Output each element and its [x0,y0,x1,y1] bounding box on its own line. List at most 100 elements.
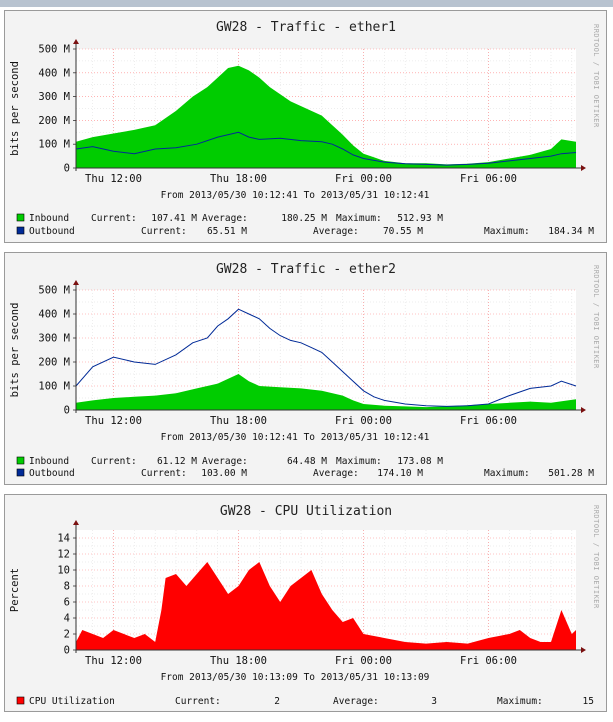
y-tick-label: 2 [64,629,70,641]
y-axis-arrow [73,39,79,44]
legend-average-value: 3 [431,696,437,707]
y-axis-arrow [73,280,79,285]
y-tick-label: 400 M [38,67,70,79]
legend-maximum-label: Maximum: [484,226,530,237]
y-tick-label: 0 [64,645,70,657]
legend-average-value: 64.48 M [287,456,327,467]
y-tick-label: 0 [64,405,70,417]
series-area-inbound [76,374,576,410]
legend-average-value: 174.10 M [377,468,423,479]
y-axis-label: bits per second [9,61,21,156]
legend-current-value: 65.51 M [207,226,247,237]
x-tick-label: Fri 00:00 [335,655,392,667]
legend-series-name: Inbound [29,213,69,224]
x-tick-label: Thu 12:00 [85,655,142,667]
legend-current-label: Current: [175,696,221,707]
y-axis-label: Percent [9,568,21,612]
legend-maximum-label: Maximum: [484,468,530,479]
chart-ether2-svg: GW28 - Traffic - ether2 RRDTOOL / TOBI OE… [9,262,600,479]
legend-maximum-value: 501.28 M [548,468,594,479]
y-axis-label: bits per second [9,303,21,398]
legend-average-label: Average: [313,468,359,479]
series-line-outbound [75,308,577,407]
time-range-text: From 2013/05/30 10:13:09 To 2013/05/31 1… [161,672,430,683]
legend-current-label: Current: [141,226,187,237]
legend-average-label: Average: [333,696,379,707]
legend-maximum-label: Maximum: [336,456,382,467]
y-tick-label: 400 M [38,309,70,321]
legend-current-label: Current: [91,213,137,224]
legend-maximum-label: Maximum: [336,213,382,224]
y-tick-label: 500 M [38,44,70,56]
rrdtool-credit: RRDTOOL / TOBI OETIKER [592,24,600,128]
y-tick-label: 200 M [38,115,70,127]
chart-title: GW28 - Traffic - ether2 [216,262,396,277]
x-axis-arrow [581,647,586,653]
graph-ether1: GW28 - Traffic - ether1 RRDTOOL / TOBI OE… [4,10,607,243]
y-tick-label: 100 M [38,381,70,393]
series-line-outbound [75,131,577,166]
legend-current-value: 107.41 M [151,213,197,224]
x-tick-label: Fri 06:00 [460,655,517,667]
legend-average-value: 70.55 M [383,226,423,237]
graph-ether2: GW28 - Traffic - ether2 RRDTOOL / TOBI OE… [4,252,607,485]
x-tick-label: Thu 18:00 [210,173,267,185]
x-tick-label: Fri 06:00 [460,173,517,185]
legend-average-label: Average: [313,226,359,237]
legend-series-name: Outbound [29,468,75,479]
y-tick-label: 300 M [38,91,70,103]
legend-current-value: 2 [274,696,280,707]
legend-maximum-label: Maximum: [497,696,543,707]
time-range-text: From 2013/05/30 10:12:41 To 2013/05/31 1… [161,190,430,201]
x-axis-arrow [581,165,586,171]
x-tick-label: Fri 06:00 [460,415,517,427]
x-tick-label: Fri 00:00 [335,415,392,427]
y-tick-label: 6 [64,597,70,609]
rrdtool-credit: RRDTOOL / TOBI OETIKER [592,265,600,369]
x-axis-arrow [581,407,586,413]
legend-series-name: CPU Utilization [29,696,115,707]
y-tick-label: 8 [64,581,70,593]
time-range-text: From 2013/05/30 10:12:41 To 2013/05/31 1… [161,432,430,443]
legend-swatch [16,468,25,477]
chart-ether1-svg: GW28 - Traffic - ether1 RRDTOOL / TOBI OE… [9,20,600,237]
graph-cpu: GW28 - CPU Utilization RRDTOOL / TOBI OET… [4,494,607,712]
legend-current-value: 61.12 M [157,456,197,467]
legend-maximum-value: 15 [583,696,594,707]
legend-swatch [16,213,25,222]
legend-average-label: Average: [202,213,248,224]
chart-title: GW28 - CPU Utilization [220,504,392,519]
x-tick-label: Thu 18:00 [210,655,267,667]
legend-swatch [16,696,25,705]
legend-maximum-value: 512.93 M [397,213,443,224]
legend-swatch [16,456,25,465]
top-bar [0,0,613,7]
x-tick-label: Fri 00:00 [335,173,392,185]
rrdtool-credit: RRDTOOL / TOBI OETIKER [592,505,600,609]
legend-average-value: 180.25 M [281,213,327,224]
chart-cpu-svg: GW28 - CPU Utilization RRDTOOL / TOBI OET… [9,504,600,707]
x-tick-label: Thu 12:00 [85,173,142,185]
y-tick-label: 200 M [38,357,70,369]
legend-maximum-value: 184.34 M [548,226,594,237]
legend-series-name: Outbound [29,226,75,237]
y-tick-label: 4 [64,613,70,625]
legend-average-label: Average: [202,456,248,467]
y-tick-label: 0 [64,163,70,175]
legend-maximum-value: 173.08 M [397,456,443,467]
legend-current-label: Current: [91,456,137,467]
x-tick-label: Thu 18:00 [210,415,267,427]
legend-current-label: Current: [141,468,187,479]
y-tick-label: 14 [57,533,70,545]
legend-series-name: Inbound [29,456,69,467]
corner-mark [0,714,12,722]
series-area-cpu-utilization [76,562,576,650]
legend-current-value: 103.00 M [201,468,247,479]
chart-title: GW28 - Traffic - ether1 [216,20,396,35]
y-tick-label: 12 [57,549,70,561]
y-tick-label: 300 M [38,333,70,345]
y-axis-arrow [73,520,79,525]
y-tick-label: 100 M [38,139,70,151]
legend-swatch [16,226,25,235]
y-tick-label: 500 M [38,285,70,297]
